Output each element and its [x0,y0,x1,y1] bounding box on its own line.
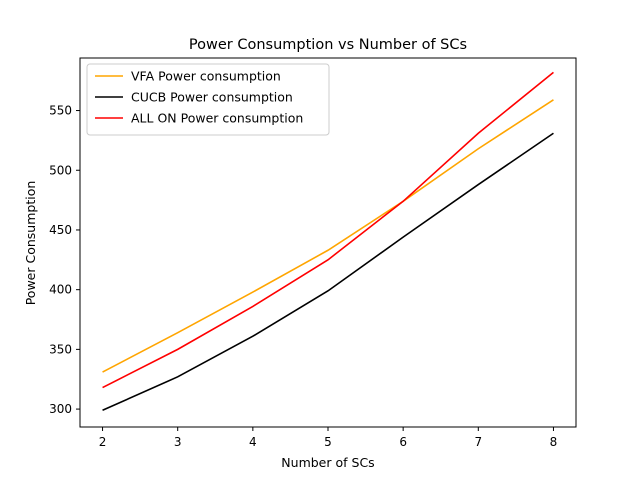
x-tick-label: 6 [399,435,407,449]
legend-label: ALL ON Power consumption [131,111,303,126]
x-tick-label: 8 [550,435,558,449]
series-line-1 [102,99,554,373]
y-tick-label: 400 [49,283,72,297]
x-tick-label: 5 [324,435,332,449]
y-tick-label: 500 [49,163,72,177]
plot-area: 2 3 4 5 6 7 8 300 350 400 450 500 550 [49,71,558,449]
x-tick-label: 7 [474,435,482,449]
series-line-3 [102,71,554,389]
legend-box [86,63,330,136]
x-tick-label: 3 [174,435,182,449]
legend: VFA Power consumption CUCB Power consumpt… [86,63,330,136]
y-tick-label: 450 [49,223,72,237]
y-axis-label: Power Consumption [23,181,38,306]
y-tick-label: 550 [49,104,72,118]
chart-title: Power Consumption vs Number of SCs [189,37,467,53]
legend-label: CUCB Power consumption [131,90,293,105]
x-tick-label: 2 [99,435,107,449]
y-tick-label: 300 [49,402,72,416]
x-axis-label: Number of SCs [281,455,374,470]
x-tick-label: 4 [249,435,257,449]
series-line-2 [102,132,554,412]
plot-frame [79,57,577,428]
legend-label: VFA Power consumption [131,69,281,84]
y-tick-label: 350 [49,342,72,356]
